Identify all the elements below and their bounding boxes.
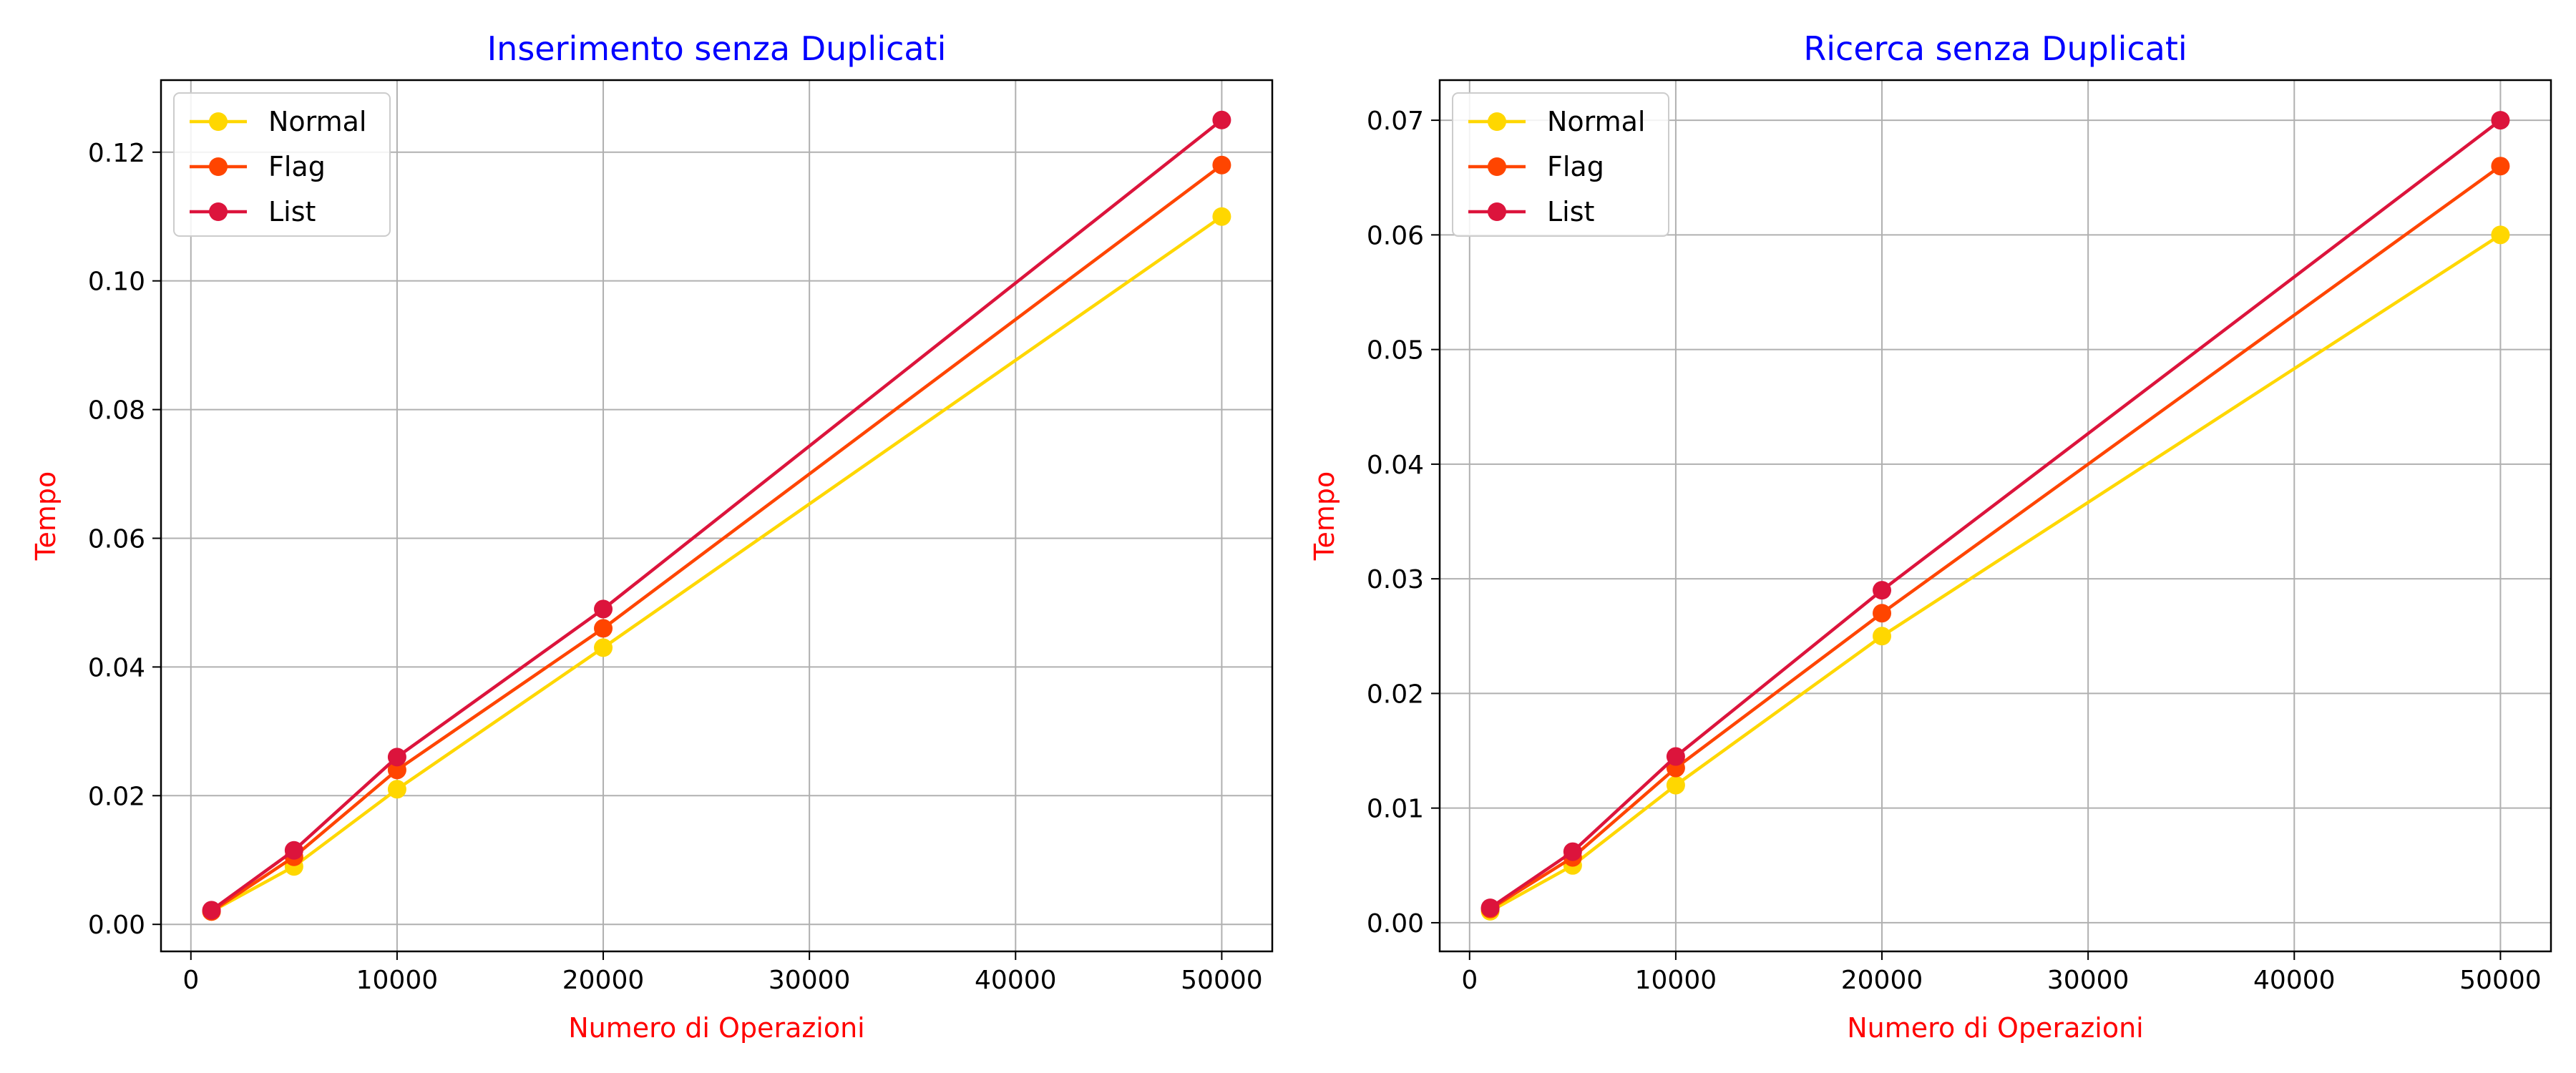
series-line-flag bbox=[1489, 165, 2502, 911]
series-line-list bbox=[1489, 119, 2502, 909]
data-point-list bbox=[1212, 110, 1231, 129]
data-point-normal bbox=[1873, 627, 1892, 646]
data-point-normal bbox=[1212, 207, 1231, 226]
data-point-list bbox=[284, 841, 303, 860]
data-point-normal bbox=[387, 780, 406, 799]
data-point-list bbox=[387, 748, 406, 767]
data-point-flag bbox=[2491, 157, 2510, 176]
x-tick-label: 10000 bbox=[1635, 966, 1717, 995]
data-point-list bbox=[2491, 111, 2510, 130]
y-tick-label: 0.08 bbox=[88, 396, 145, 426]
data-point-flag bbox=[1212, 155, 1231, 175]
legend-label-normal: Normal bbox=[1547, 106, 1646, 137]
x-tick-label: 40000 bbox=[975, 966, 1057, 995]
y-axis-label: Tempo bbox=[1309, 471, 1340, 562]
y-tick-label: 0.07 bbox=[1367, 107, 1424, 136]
chart-title: Inserimento senza Duplicati bbox=[487, 29, 947, 68]
x-tick-label: 50000 bbox=[2459, 966, 2542, 995]
y-tick-label: 0.04 bbox=[88, 653, 145, 682]
x-tick-label: 30000 bbox=[769, 966, 851, 995]
data-point-list bbox=[202, 901, 221, 920]
legend: Normal Flag List bbox=[173, 92, 391, 237]
x-axis-label: Numero di Operazioni bbox=[568, 1012, 865, 1044]
x-axis-label: Numero di Operazioni bbox=[1847, 1012, 2144, 1044]
legend-marker-list bbox=[1488, 202, 1506, 221]
legend-box bbox=[173, 92, 391, 237]
y-tick-label: 0.12 bbox=[88, 139, 145, 168]
data-point-list bbox=[1563, 842, 1582, 861]
y-tick-label: 0.05 bbox=[1367, 336, 1424, 366]
chart-ricerca: 0 10000 20000 30000 40000 50000 0.00 0.01 0.02 0.… bbox=[1309, 29, 2552, 1044]
y-tick-label: 0.01 bbox=[1367, 795, 1424, 824]
legend: Normal Flag List bbox=[1452, 92, 1669, 237]
y-tick-label: 0.06 bbox=[1367, 221, 1424, 250]
x-tick-label: 20000 bbox=[562, 966, 645, 995]
plot-frame bbox=[1438, 79, 2552, 953]
y-tick-label: 0.06 bbox=[88, 524, 145, 554]
legend-box bbox=[1452, 92, 1669, 237]
y-tick-label: 0.10 bbox=[88, 268, 145, 297]
legend-marker-normal bbox=[209, 112, 228, 131]
y-axis-label: Tempo bbox=[30, 471, 62, 562]
y-tick-label: 0.02 bbox=[88, 782, 145, 811]
chart-inserimento: 0 10000 20000 30000 40000 50000 0.00 0.02 0.04 0.… bbox=[30, 29, 1274, 1044]
legend-label-list: List bbox=[1547, 196, 1594, 227]
legend-label-flag: Flag bbox=[1547, 151, 1604, 182]
legend-label-list: List bbox=[268, 196, 316, 227]
y-tick-label: 0.00 bbox=[88, 911, 145, 940]
data-point-normal bbox=[2491, 225, 2510, 245]
series-line-list bbox=[210, 119, 1223, 912]
series-line-normal bbox=[1489, 233, 2502, 913]
x-tick-label: 0 bbox=[182, 966, 199, 995]
legend-marker-list bbox=[209, 202, 228, 221]
data-point-flag bbox=[387, 760, 406, 780]
data-point-list bbox=[594, 599, 613, 619]
data-point-list bbox=[1666, 747, 1685, 766]
x-tick-label: 20000 bbox=[1841, 966, 1923, 995]
data-point-list bbox=[1873, 581, 1892, 600]
chart-title: Ricerca senza Duplicati bbox=[1803, 29, 2187, 68]
legend-marker-flag bbox=[1488, 157, 1506, 176]
x-tick-label: 10000 bbox=[356, 966, 439, 995]
legend-marker-flag bbox=[209, 157, 228, 176]
legend-marker-normal bbox=[1488, 112, 1506, 131]
data-point-normal bbox=[1666, 775, 1685, 795]
x-tick-label: 30000 bbox=[2047, 966, 2129, 995]
x-tick-label: 40000 bbox=[2253, 966, 2336, 995]
data-point-normal bbox=[594, 638, 613, 657]
data-point-flag bbox=[594, 619, 613, 638]
plot-frame bbox=[160, 79, 1274, 953]
legend-label-flag: Flag bbox=[268, 151, 326, 182]
x-tick-label: 50000 bbox=[1181, 966, 1263, 995]
y-tick-label: 0.03 bbox=[1367, 565, 1424, 594]
y-tick-label: 0.04 bbox=[1367, 451, 1424, 480]
series-line-normal bbox=[210, 215, 1223, 913]
x-tick-label: 0 bbox=[1461, 966, 1478, 995]
data-point-flag bbox=[1873, 604, 1892, 623]
y-tick-label: 0.02 bbox=[1367, 680, 1424, 709]
legend-label-normal: Normal bbox=[268, 106, 367, 137]
y-tick-label: 0.00 bbox=[1367, 909, 1424, 939]
data-point-list bbox=[1480, 898, 1500, 918]
